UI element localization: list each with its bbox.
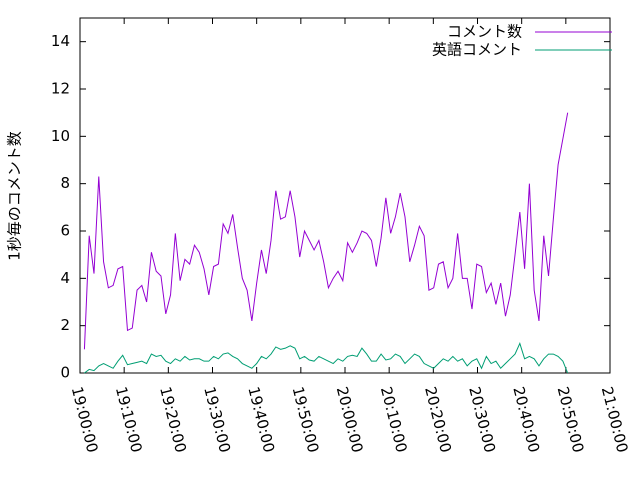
series-line: [83, 112, 569, 350]
x-tick-label: 20:30:00: [465, 385, 499, 455]
y-tick-label: 10: [51, 127, 70, 145]
y-tick-label: 8: [60, 174, 70, 192]
y-tick-label: 4: [60, 269, 70, 287]
y-tick-label: 2: [60, 316, 70, 334]
y-axis-label: 1秒毎のコメント数: [6, 131, 24, 261]
y-tick-label: 12: [51, 80, 70, 98]
y-tick-label: 14: [51, 32, 70, 50]
plot-frame: [79, 17, 611, 374]
y-tick-label: 0: [60, 364, 70, 382]
x-tick-label: 19:40:00: [244, 385, 278, 455]
series-line: [84, 342, 569, 374]
x-tick-label: 20:00:00: [333, 385, 367, 455]
x-tick-label: 20:20:00: [421, 385, 455, 455]
x-tick-label: 21:00:00: [598, 385, 632, 455]
y-tick-label: 6: [60, 222, 70, 240]
x-tick-label: 19:00:00: [68, 385, 102, 455]
x-tick-label: 19:30:00: [200, 385, 234, 455]
x-tick-label: 20:10:00: [377, 385, 411, 455]
x-tick-label: 19:20:00: [156, 385, 190, 455]
x-tick-label: 20:40:00: [509, 385, 543, 455]
x-tick-label: 20:50:00: [554, 385, 588, 455]
x-tick-label: 19:50:00: [289, 385, 323, 455]
legend-label: 英語コメント: [432, 41, 522, 59]
legend-label: コメント数: [447, 23, 522, 41]
x-tick-label: 19:10:00: [112, 385, 146, 455]
